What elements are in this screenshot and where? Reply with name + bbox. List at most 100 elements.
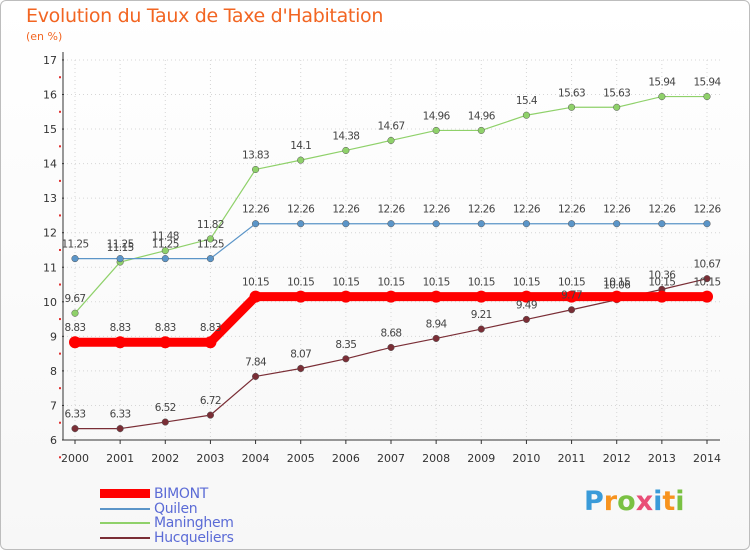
data-point xyxy=(342,146,350,155)
data-label: 10.15 xyxy=(648,277,675,289)
data-point xyxy=(294,290,307,303)
data-labels: 8.83 8.83 8.83 8.83 10.15 10.15 10.15 10.15 10.1… xyxy=(61,77,722,421)
data-point xyxy=(161,255,169,263)
y-tick-label: 8 xyxy=(50,365,57,378)
data-point xyxy=(297,364,305,373)
data-label: 12.26 xyxy=(648,204,676,216)
chart-title: Evolution du Taux de Taxe d'Habitation xyxy=(26,5,384,27)
data-label: 12.26 xyxy=(287,204,315,216)
data-point xyxy=(568,306,576,314)
y-tick-label: 11 xyxy=(43,261,57,274)
data-label: 11.48 xyxy=(152,231,179,243)
data-label: 8.35 xyxy=(335,339,356,351)
x-tick-label: 2006 xyxy=(332,452,360,465)
axes: 6 7 8 9 10 11 12 13 14 15 16 17 2000 2001 2002 2003 2004… xyxy=(43,51,721,465)
data-point xyxy=(252,220,260,228)
data-point xyxy=(249,290,262,303)
x-tick-label: 2001 xyxy=(106,452,134,465)
x-tick-label: 2003 xyxy=(196,452,224,465)
legend-swatch xyxy=(100,507,150,510)
data-point xyxy=(655,290,668,303)
data-label: 12.26 xyxy=(693,204,721,216)
legend-label: Maninghem xyxy=(154,514,234,531)
data-point xyxy=(430,290,443,303)
data-label: 6.33 xyxy=(65,409,86,421)
data-label: 12.26 xyxy=(513,204,541,216)
data-label: 7.84 xyxy=(245,356,267,368)
x-tick-label: 2011 xyxy=(558,452,586,465)
data-label: 8.83 xyxy=(65,322,86,334)
data-label: 9.77 xyxy=(561,290,582,302)
logo-letter: i xyxy=(675,486,685,517)
data-label: 11.25 xyxy=(152,239,179,251)
data-label: 14.38 xyxy=(332,130,359,142)
legend-item-maninghem: Maninghem xyxy=(100,514,234,531)
data-point xyxy=(161,247,169,255)
data-point xyxy=(522,315,530,323)
chart-subtitle: (en %) xyxy=(26,30,63,43)
data-label: 10.15 xyxy=(468,277,495,289)
data-point xyxy=(252,372,260,380)
data-label: 10.06 xyxy=(603,280,631,292)
y-tick-label: 14 xyxy=(43,158,57,171)
data-point xyxy=(703,220,711,228)
data-point xyxy=(69,336,81,349)
data-label: 10.15 xyxy=(287,277,314,289)
data-label: 12.26 xyxy=(332,204,360,216)
data-label: 10.15 xyxy=(558,277,585,289)
x-tick-label: 2000 xyxy=(61,452,89,465)
x-tick-label: 2013 xyxy=(648,452,676,465)
data-point xyxy=(568,220,576,228)
legend-label: Hucqueliers xyxy=(154,529,234,546)
legend-swatch xyxy=(100,521,150,524)
logo-letter: P xyxy=(584,486,604,517)
data-point xyxy=(432,334,440,342)
data-point xyxy=(116,425,124,433)
y-tick-label: 13 xyxy=(43,192,57,205)
x-tick-label: 2007 xyxy=(377,452,405,465)
proxiti-logo: Proxiti xyxy=(584,486,685,517)
x-tick-label: 2002 xyxy=(151,452,179,465)
x-tick-label: 2005 xyxy=(287,452,315,465)
data-point xyxy=(432,126,440,134)
data-label: 14.67 xyxy=(377,120,404,132)
data-label: 6.72 xyxy=(200,395,221,407)
data-label: 8.83 xyxy=(155,322,176,334)
data-label: 15.4 xyxy=(516,95,538,107)
data-label: 10.15 xyxy=(242,277,269,289)
data-point xyxy=(71,309,79,317)
data-point xyxy=(387,136,395,145)
x-tick-label: 2004 xyxy=(242,452,270,465)
data-point xyxy=(71,425,79,433)
data-label: 9.67 xyxy=(65,293,86,305)
data-label: 14.1 xyxy=(290,140,311,152)
y-tick-label: 10 xyxy=(43,296,57,309)
y-minor-tick xyxy=(59,214,61,217)
y-tick-label: 9 xyxy=(50,330,57,343)
x-tick-label: 2008 xyxy=(422,452,450,465)
data-label: 10.15 xyxy=(513,277,540,289)
y-minor-tick xyxy=(59,421,61,424)
data-point xyxy=(522,220,530,228)
data-point xyxy=(520,290,533,303)
data-point xyxy=(206,235,214,243)
x-tick-label: 2014 xyxy=(693,452,721,465)
data-label: 15.63 xyxy=(558,87,585,99)
data-point xyxy=(71,255,79,263)
data-label: 10.36 xyxy=(648,269,676,281)
data-label: 11.82 xyxy=(197,219,224,231)
data-label: 12.26 xyxy=(423,204,451,216)
data-point xyxy=(658,93,666,101)
data-point xyxy=(297,156,305,164)
y-minor-tick xyxy=(59,76,61,79)
legend-swatch xyxy=(100,536,150,539)
data-label: 10.15 xyxy=(603,277,630,289)
logo-letter: o xyxy=(617,486,636,517)
legend-swatch xyxy=(100,489,150,498)
data-label: 12.26 xyxy=(242,204,270,216)
legend-item-hucqueliers: Hucqueliers xyxy=(100,529,234,546)
data-point xyxy=(114,336,127,349)
data-point xyxy=(385,290,397,303)
